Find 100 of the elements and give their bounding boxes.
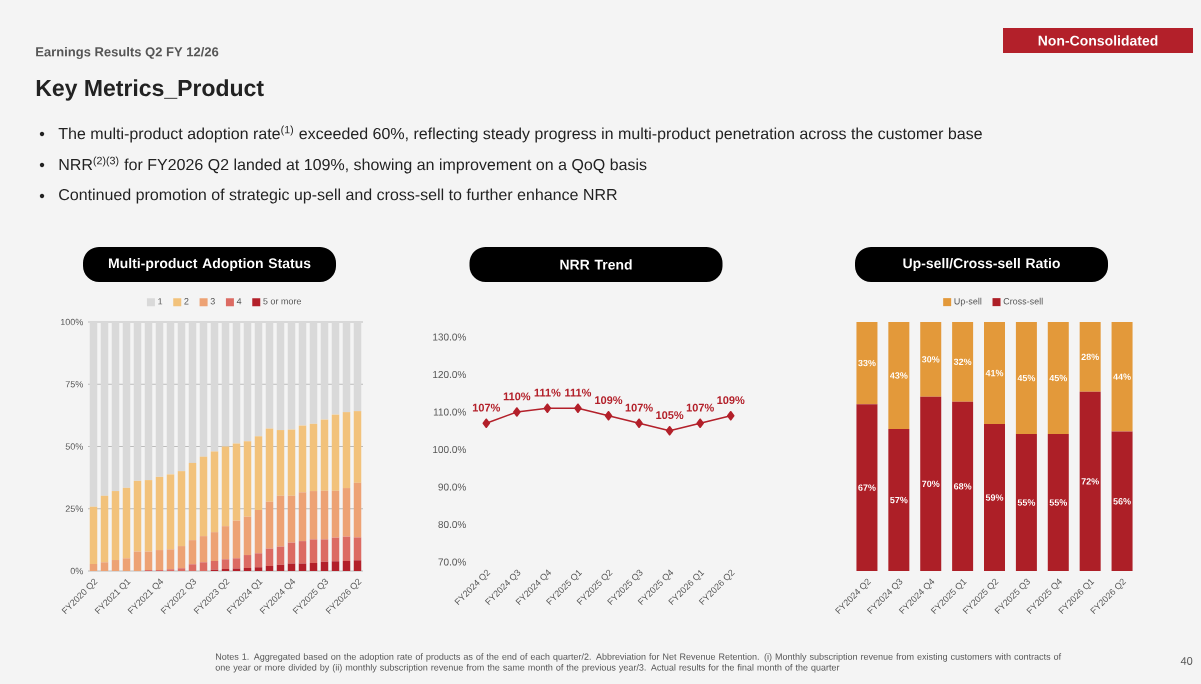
point bbox=[574, 403, 582, 414]
bar bbox=[199, 562, 208, 571]
bar bbox=[320, 321, 329, 420]
bar bbox=[920, 396, 942, 571]
bar bbox=[353, 560, 362, 571]
bar bbox=[1079, 391, 1101, 571]
bar bbox=[353, 321, 362, 412]
bar bbox=[89, 321, 98, 507]
y-tick-label: 70.0% bbox=[438, 558, 466, 566]
chart-title: Up-sell/Cross-sell Ratio bbox=[903, 257, 1060, 272]
legend-label: Cross-sell bbox=[1003, 297, 1043, 305]
bar bbox=[254, 509, 263, 554]
data-label: 33% bbox=[858, 359, 876, 367]
data-label: 41% bbox=[985, 369, 1004, 377]
bar bbox=[265, 548, 274, 567]
bar bbox=[1111, 431, 1133, 571]
bar bbox=[265, 566, 274, 571]
data-label: 111% bbox=[565, 388, 592, 397]
bar bbox=[133, 480, 142, 552]
bar bbox=[276, 321, 285, 431]
y-tick-label: 130.0% bbox=[433, 333, 466, 341]
bar bbox=[166, 474, 175, 550]
bar bbox=[920, 321, 942, 397]
data-label: 43% bbox=[889, 372, 908, 379]
text: Notes 1. Aggregated based on the adoption rate of products as of the end of each quarter/2. Abbreviation for Net Revenue Retention. (i) Monthly subscription revenue from existing customers with contracts of one year or more divided by (ii) monthly subscription revenue from the same month of the previous year/3. Actual results for the final month of the quarter bbox=[215, 653, 1062, 673]
bar bbox=[232, 520, 241, 559]
data-label: 109% bbox=[595, 396, 623, 405]
legend-label: 1 bbox=[158, 298, 163, 305]
bar bbox=[331, 490, 340, 538]
point bbox=[665, 425, 674, 436]
bar bbox=[210, 451, 219, 533]
point bbox=[635, 418, 643, 429]
text: 40 bbox=[1180, 657, 1193, 665]
data-label: 59% bbox=[985, 494, 1004, 501]
data-label: 68% bbox=[953, 483, 972, 490]
bar bbox=[221, 526, 230, 560]
point bbox=[513, 407, 521, 417]
bar bbox=[1047, 434, 1069, 571]
bar bbox=[320, 490, 329, 540]
data-label: 56% bbox=[1113, 498, 1131, 505]
bar bbox=[199, 536, 208, 563]
bar bbox=[309, 539, 318, 564]
text: The multi-product adoption rate$^{(1)}$ exceeded 60%, reflecting steady progress in multi-product penetration across the customer base bbox=[58, 125, 982, 143]
bar bbox=[342, 488, 351, 537]
bar bbox=[1111, 321, 1133, 432]
bar bbox=[221, 321, 230, 447]
bar bbox=[984, 321, 1006, 425]
data-label: 45% bbox=[1017, 374, 1036, 382]
bar bbox=[276, 546, 285, 565]
bar bbox=[342, 561, 351, 571]
bar bbox=[254, 436, 263, 510]
bar bbox=[342, 412, 351, 489]
text: Non-Consolidated bbox=[1038, 35, 1158, 46]
bar bbox=[353, 537, 362, 561]
bar bbox=[177, 321, 186, 472]
bar bbox=[856, 321, 878, 405]
y-tick-label: 120.0% bbox=[433, 370, 466, 379]
bar bbox=[276, 495, 285, 547]
bar bbox=[342, 321, 351, 413]
bar bbox=[254, 553, 263, 568]
legend-label: 5 or more bbox=[263, 298, 302, 305]
bar bbox=[309, 321, 318, 424]
data-label: 111% bbox=[534, 388, 561, 397]
point bbox=[696, 418, 704, 429]
bar bbox=[210, 321, 219, 452]
bar bbox=[188, 540, 197, 565]
bar bbox=[221, 559, 230, 569]
bar bbox=[232, 443, 241, 521]
bar bbox=[89, 564, 98, 571]
bar bbox=[287, 429, 296, 496]
bar bbox=[100, 321, 109, 496]
data-label: 57% bbox=[890, 496, 908, 504]
data-label: 45% bbox=[1049, 374, 1068, 382]
bar bbox=[888, 429, 910, 571]
data-label: 44% bbox=[1113, 373, 1131, 380]
bar bbox=[100, 495, 109, 563]
bar bbox=[276, 430, 285, 496]
bar bbox=[177, 471, 186, 547]
point bbox=[543, 403, 552, 414]
bar bbox=[298, 492, 307, 542]
bar bbox=[331, 561, 340, 571]
y-tick-label: 50% bbox=[65, 443, 83, 450]
bar bbox=[188, 321, 197, 463]
bar bbox=[856, 404, 878, 571]
bar bbox=[144, 321, 153, 481]
text: Key Metrics_Product bbox=[36, 79, 264, 101]
y-tick-label: 100.0% bbox=[433, 445, 466, 454]
bar bbox=[265, 501, 274, 549]
y-tick-label: 75% bbox=[65, 381, 83, 388]
bar bbox=[331, 321, 340, 415]
bar bbox=[952, 321, 974, 402]
bar bbox=[188, 462, 197, 541]
data-label: 70% bbox=[922, 480, 940, 488]
bar bbox=[265, 428, 274, 502]
bar bbox=[177, 546, 186, 569]
y-tick-label: 90.0% bbox=[438, 483, 466, 491]
bar bbox=[298, 425, 307, 493]
bar bbox=[320, 539, 329, 562]
bar bbox=[210, 532, 219, 562]
bar bbox=[232, 558, 241, 569]
